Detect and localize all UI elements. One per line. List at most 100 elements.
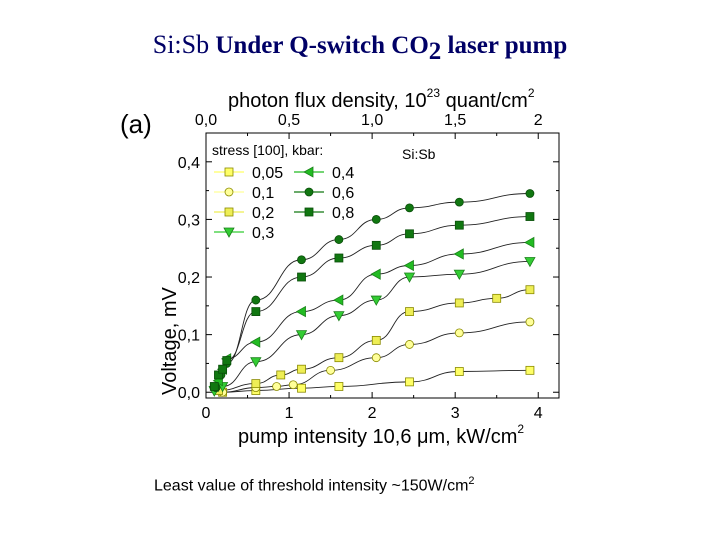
fit-curve-0-05 bbox=[222, 369, 530, 393]
y-axis-label: Voltage, mV bbox=[159, 286, 181, 395]
data-point-0-2 bbox=[334, 353, 344, 363]
data-point-0-05 bbox=[297, 383, 306, 393]
data-point-0-6 bbox=[251, 295, 261, 305]
data-point-0-05 bbox=[454, 367, 464, 376]
y-tick-label: 0,3 bbox=[178, 212, 200, 229]
top-tick-label: 0,0 bbox=[195, 112, 217, 129]
legend-label-0-6: 0,6 bbox=[332, 185, 354, 202]
legend-label-0-1: 0,1 bbox=[252, 185, 274, 202]
caption: Least value of threshold intensity ~150W… bbox=[154, 475, 475, 495]
x-tick-label: 3 bbox=[451, 405, 460, 422]
legend-marker-0-3 bbox=[223, 227, 235, 238]
data-point-0-6 bbox=[525, 189, 535, 198]
data-point-0-1 bbox=[272, 382, 282, 391]
data-point-0-8 bbox=[209, 382, 219, 391]
legend-title: stress [100], kbar: bbox=[212, 142, 323, 158]
x-tick-label: 1 bbox=[285, 405, 294, 422]
data-point-0-6 bbox=[297, 255, 306, 265]
data-point-0-3 bbox=[453, 269, 466, 280]
data-point-0-1 bbox=[371, 353, 381, 363]
top-tick-label: 2 bbox=[534, 112, 543, 129]
data-point-0-6 bbox=[334, 235, 344, 244]
data-point-0-8 bbox=[218, 364, 228, 374]
data-point-0-4 bbox=[333, 294, 344, 306]
data-point-0-2 bbox=[454, 298, 464, 308]
data-point-0-2 bbox=[251, 379, 261, 388]
data-point-0-2 bbox=[492, 293, 502, 303]
slide-title: Si:Sb Under Q-switch CO2 laser pump bbox=[0, 30, 720, 66]
y-tick-label: 0,0 bbox=[178, 385, 200, 402]
x-axis-label: pump intensity 10,6 μm, kW/cm2 bbox=[238, 422, 524, 448]
data-point-0-6 bbox=[454, 197, 464, 207]
title-material: Si:Sb bbox=[152, 30, 210, 59]
data-point-0-2 bbox=[297, 364, 306, 374]
data-point-0-2 bbox=[525, 285, 535, 295]
data-point-0-8 bbox=[371, 240, 381, 250]
caption-text: Least value of threshold intensity ~150W… bbox=[154, 477, 469, 495]
data-point-0-4 bbox=[370, 268, 381, 280]
data-point-0-3 bbox=[295, 330, 308, 341]
fit-curve-0-2 bbox=[218, 289, 530, 391]
data-point-0-05 bbox=[334, 382, 344, 391]
title-middle: Under Q-switch CO bbox=[209, 32, 429, 59]
data-point-0-1 bbox=[454, 328, 464, 338]
legend-marker-0-05 bbox=[224, 167, 234, 177]
data-point-0-3 bbox=[250, 357, 262, 368]
data-point-0-4 bbox=[295, 305, 306, 318]
legend-label-0-3: 0,3 bbox=[252, 225, 274, 242]
title-end: laser pump bbox=[441, 32, 568, 59]
legend-marker-0-1 bbox=[224, 187, 234, 197]
y-tick-label: 0,1 bbox=[178, 328, 200, 345]
top-tick-label: 0,5 bbox=[278, 112, 300, 129]
data-point-0-2 bbox=[371, 335, 381, 345]
data-point-0-8 bbox=[251, 307, 261, 316]
data-point-0-4 bbox=[403, 259, 414, 272]
data-point-0-2 bbox=[276, 370, 286, 380]
data-point-0-1 bbox=[326, 365, 335, 375]
data-point-0-3 bbox=[333, 311, 345, 322]
plot-frame bbox=[205, 132, 560, 399]
data-point-0-3 bbox=[370, 295, 382, 306]
legend-label-0-2: 0,2 bbox=[252, 205, 274, 222]
legend-marker-0-6 bbox=[304, 187, 314, 197]
top-tick-label: 1,0 bbox=[361, 112, 383, 129]
data-point-0-1 bbox=[405, 340, 414, 349]
data-point-0-1 bbox=[525, 317, 535, 327]
y-tick-label: 0,2 bbox=[178, 270, 200, 287]
x-tick-label: 0 bbox=[202, 405, 211, 422]
title-subscript: 2 bbox=[428, 38, 442, 66]
data-point-0-8 bbox=[405, 229, 414, 239]
x-tick-label: 2 bbox=[368, 405, 377, 422]
data-point-0-8 bbox=[525, 212, 535, 221]
data-point-0-3 bbox=[524, 257, 536, 268]
data-point-0-8 bbox=[334, 253, 344, 263]
data-point-0-05 bbox=[525, 365, 535, 375]
data-point-0-6 bbox=[371, 215, 381, 224]
legend-label-0-4: 0,4 bbox=[332, 165, 354, 182]
caption-superscript: 2 bbox=[468, 475, 475, 487]
data-point-0-4 bbox=[453, 248, 464, 260]
legend-label-0-05: 0,05 bbox=[252, 165, 283, 182]
y-tick-label: 0,4 bbox=[178, 155, 200, 172]
legend-label-0-8: 0,8 bbox=[332, 205, 354, 222]
top-axis-label: photon flux density, 1023 quant/cm2 bbox=[228, 86, 535, 112]
data-point-0-05 bbox=[405, 377, 414, 387]
panel-label: (a) bbox=[120, 109, 152, 139]
data-point-0-8 bbox=[454, 220, 464, 230]
data-point-0-8 bbox=[222, 356, 232, 365]
data-point-0-2 bbox=[405, 307, 414, 316]
data-point-0-8 bbox=[297, 272, 306, 282]
fit-curve-0-4 bbox=[214, 242, 530, 387]
data-point-0-3 bbox=[403, 272, 416, 283]
x-tick-label: 4 bbox=[534, 405, 543, 422]
data-point-0-4 bbox=[250, 336, 261, 348]
data-point-0-6 bbox=[405, 203, 414, 213]
top-tick-label: 1,5 bbox=[444, 112, 466, 129]
sample-label: Si:Sb bbox=[402, 146, 436, 162]
legend-marker-0-2 bbox=[224, 207, 234, 217]
legend-marker-0-4 bbox=[303, 166, 314, 178]
data-point-0-1 bbox=[288, 380, 298, 390]
legend-marker-0-8 bbox=[304, 207, 314, 217]
data-point-0-4 bbox=[524, 236, 535, 249]
